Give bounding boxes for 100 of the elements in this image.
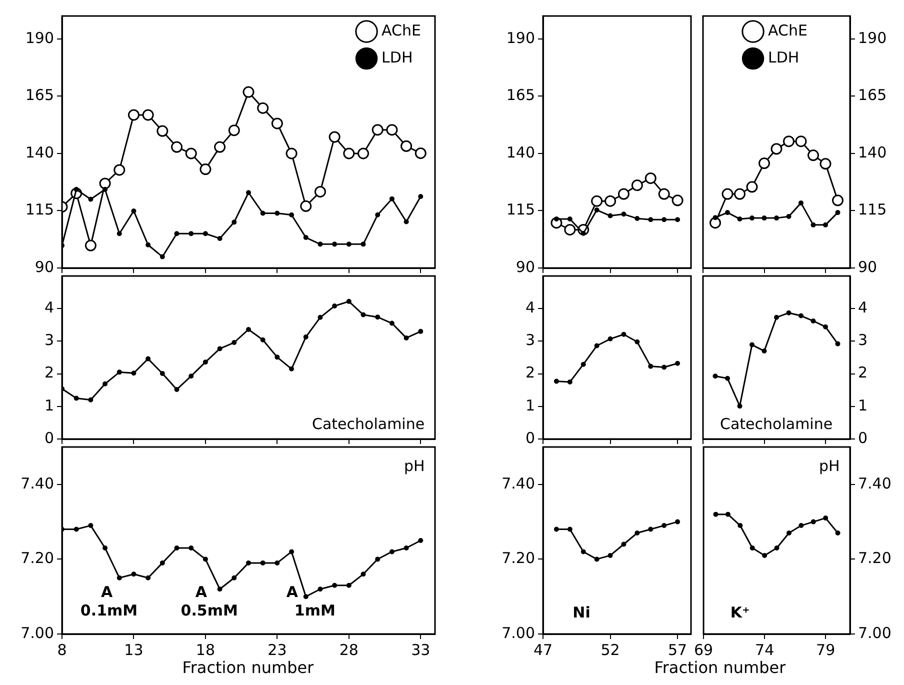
point: [174, 545, 180, 550]
y-tick-label: 190: [25, 28, 54, 47]
point: [734, 188, 746, 200]
text: pH: [819, 456, 840, 477]
point: [404, 219, 409, 224]
point: [786, 214, 792, 219]
x-tick-label: 47: [533, 640, 553, 659]
y-tick-label: 90: [516, 258, 535, 276]
point: [810, 318, 816, 324]
y-tick-label: 7.40: [20, 474, 54, 492]
point: [289, 549, 294, 554]
y-tick-label: 4: [44, 298, 54, 316]
point: [116, 575, 122, 580]
point: [786, 310, 792, 316]
point: [303, 235, 308, 240]
x-tick-label: 28: [339, 640, 358, 659]
y-tick-label: 115: [25, 200, 54, 219]
point: [567, 526, 572, 532]
point: [621, 212, 626, 217]
point: [418, 194, 424, 200]
point: [372, 124, 384, 136]
point: [644, 172, 656, 184]
point: [648, 364, 654, 369]
point: [712, 374, 718, 379]
point: [217, 236, 222, 241]
point: [580, 362, 586, 367]
point: [554, 378, 559, 384]
point: [608, 213, 613, 218]
point: [88, 523, 94, 528]
point: [835, 341, 840, 346]
point: [762, 348, 767, 354]
point: [608, 552, 613, 558]
point: [246, 326, 251, 332]
point: [360, 312, 366, 318]
point: [710, 217, 721, 229]
y2-tick-label: 140: [858, 143, 887, 162]
point: [604, 195, 616, 207]
point: [289, 366, 294, 372]
annotation: A: [100, 582, 113, 601]
point: [74, 526, 79, 532]
point: [346, 242, 352, 247]
point: [246, 560, 251, 566]
point: [171, 141, 183, 153]
point: [774, 216, 779, 221]
point: [594, 556, 600, 562]
point: [662, 523, 667, 528]
point: [242, 86, 254, 98]
x-axis-title: Fraction number: [182, 658, 314, 677]
point: [286, 148, 298, 160]
point: [712, 215, 718, 220]
y2-tick-label: 1: [858, 396, 868, 414]
point: [737, 404, 742, 409]
y-tick-label: 0: [44, 428, 54, 447]
point: [418, 538, 424, 543]
point: [232, 340, 237, 346]
annotation: K⁺: [730, 603, 750, 622]
point: [202, 231, 208, 236]
point: [102, 186, 108, 192]
point: [835, 210, 840, 216]
y2-tick-label: 7.20: [858, 549, 892, 568]
point: [128, 109, 140, 121]
y-tick-label: 7.40: [502, 474, 535, 492]
point: [88, 397, 94, 402]
point: [102, 545, 108, 550]
point: [232, 575, 237, 580]
point: [404, 545, 409, 550]
point: [375, 314, 380, 320]
y2-tick-label: 2: [858, 364, 868, 382]
point: [750, 342, 754, 348]
point: [200, 164, 212, 176]
y-tick-label: 3: [44, 331, 54, 350]
point: [798, 523, 804, 528]
x-tick-label: 57: [668, 640, 688, 659]
point: [823, 324, 828, 330]
point: [232, 220, 237, 225]
y-tick-label: 7.00: [20, 624, 54, 642]
point: [332, 582, 338, 588]
point: [303, 594, 308, 600]
point: [835, 530, 840, 536]
point: [274, 210, 280, 216]
point: [360, 242, 366, 247]
x-tick-label: 13: [124, 640, 144, 659]
point: [621, 332, 626, 337]
x-axis-title: Fraction number: [654, 658, 786, 677]
x-tick-label: 79: [816, 640, 836, 659]
point: [74, 396, 79, 401]
point: [188, 231, 194, 236]
point: [358, 148, 370, 160]
y-tick-label: 2: [525, 364, 535, 382]
point: [795, 136, 807, 148]
point: [648, 526, 654, 532]
annotation: A: [286, 582, 298, 601]
point: [303, 334, 308, 340]
point: [823, 222, 828, 228]
point: [737, 216, 742, 222]
point: [114, 164, 126, 176]
point: [174, 386, 180, 392]
point: [314, 186, 326, 198]
point: [738, 523, 743, 528]
point: [99, 178, 111, 190]
